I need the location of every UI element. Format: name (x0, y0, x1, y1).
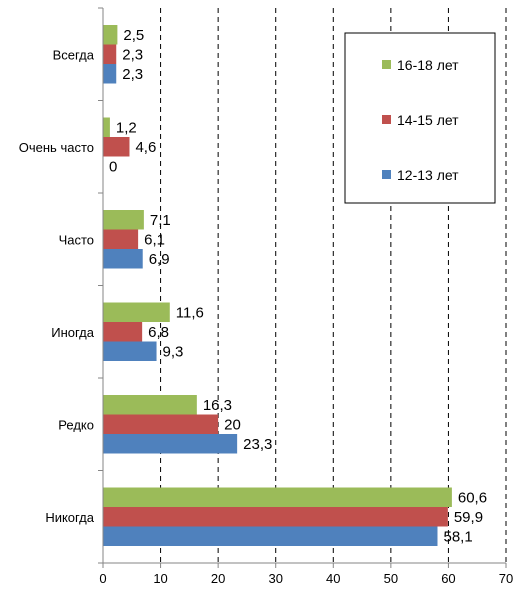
data-label: 23,3 (243, 436, 272, 453)
data-label: 20 (224, 416, 241, 433)
bar (103, 229, 139, 249)
data-label: 0 (109, 158, 117, 175)
data-label: 2,3 (122, 46, 143, 63)
legend: 16-18 лет 14-15 лет 12-13 лет (344, 32, 496, 204)
bar (103, 341, 157, 361)
bar (103, 302, 170, 322)
bar (103, 44, 117, 64)
data-label: 2,5 (123, 27, 144, 44)
data-label: 2,3 (122, 66, 143, 83)
category-label: Иногда (51, 325, 94, 340)
data-label: 6,8 (148, 324, 169, 341)
bar (103, 507, 448, 527)
bar (103, 434, 238, 454)
legend-swatch (382, 60, 391, 69)
category-label: Всегда (53, 47, 95, 62)
x-tick-label: 20 (211, 571, 225, 586)
bar (103, 64, 117, 84)
bar (103, 414, 219, 434)
data-label: 4,6 (135, 139, 156, 156)
x-tick-label: 40 (326, 571, 340, 586)
legend-label: 14-15 лет (397, 112, 459, 128)
bar (103, 487, 452, 507)
data-label: 60,6 (458, 489, 487, 506)
bar (103, 526, 438, 546)
x-tick-label: 50 (384, 571, 398, 586)
data-label: 59,9 (454, 509, 483, 526)
data-label: 16,3 (203, 397, 232, 414)
category-label: Очень часто (19, 140, 94, 155)
x-tick-label: 70 (499, 571, 513, 586)
bar (103, 210, 144, 230)
legend-swatch (382, 115, 391, 124)
bar (103, 25, 118, 45)
x-tick-label: 10 (153, 571, 167, 586)
data-label: 6,1 (144, 231, 165, 248)
grid-lines (160, 8, 507, 563)
bar (103, 137, 130, 157)
bar (103, 322, 143, 342)
bars (103, 25, 452, 546)
x-tick-label: 0 (99, 571, 106, 586)
bar (103, 249, 143, 269)
data-label: 1,2 (116, 119, 137, 136)
legend-swatch (382, 170, 391, 179)
x-tick-labels: 0 10 20 30 40 50 60 70 (99, 571, 513, 586)
x-tick-label: 60 (441, 571, 455, 586)
axes (98, 7, 507, 568)
data-label: 11,6 (176, 304, 204, 321)
bar (103, 395, 197, 415)
category-label: Никогда (45, 510, 94, 525)
category-label: Редко (58, 417, 94, 432)
category-label: Часто (59, 232, 94, 247)
category-labels: Всегда Очень часто Часто Иногда Редко Никогда (19, 47, 95, 525)
data-label: 6,9 (149, 251, 170, 268)
data-label: 58,1 (443, 528, 472, 545)
data-label: 9,3 (163, 343, 184, 360)
data-label: 7,1 (150, 212, 171, 229)
legend-label: 12-13 лет (397, 167, 459, 183)
data-labels: 2,5 2,3 2,3 1,2 4,6 0 7,1 6,1 6,9 11,6 6,8 9,3 16,3 2… (109, 27, 487, 546)
x-tick-label: 30 (268, 571, 282, 586)
legend-box (344, 32, 496, 204)
legend-label: 16-18 лет (397, 57, 459, 73)
bar (103, 117, 110, 137)
